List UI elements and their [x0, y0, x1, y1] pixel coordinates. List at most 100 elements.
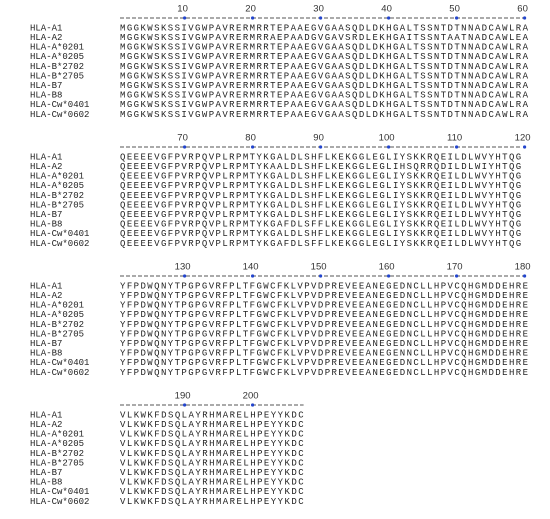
sequence-name: HLA-B7 [30, 210, 62, 220]
sequence: MGGKWSKSSIVGWPAVRERMRRTEPAAEGVGAASQDLDKH… [120, 110, 529, 120]
ruler-number: 20 [245, 4, 256, 15]
sequence: VLKWKFDSQLAYRHMARELHPEYYKDC [120, 420, 304, 430]
sequence: VLKWKFDSQLAYRHMARELHPEYYKDC [120, 449, 304, 459]
sequence-name: HLA-B*2705 [30, 458, 84, 468]
sequence: QEEEEVGFPVRPQVPLRPMTYKGAFDLSFFLKEKGGLEGL… [120, 239, 521, 249]
sequence-name: HLA-Cw*0602 [30, 239, 89, 249]
sequence: QEEEEVGFPVRPQVPLRPMTYKGALDLSHFLKEKGGLEGL… [120, 200, 521, 210]
sequence-name: HLA-B7 [30, 468, 62, 478]
ruler-marker [319, 274, 323, 278]
sequence-name: HLA-Cw*0401 [30, 100, 89, 110]
sequence-name: HLA-A1 [30, 152, 62, 162]
ruler-number: 200 [243, 391, 259, 402]
sequence-name: HLA-Cw*0401 [30, 358, 89, 368]
sequence-name: HLA-B*2702 [30, 62, 84, 72]
sequence: QEEEEVGFPVRPQVPLRPMTYKAALDLSHFLKEKGGLEGL… [120, 162, 521, 172]
ruler-number: 50 [449, 4, 460, 15]
ruler-marker [183, 16, 187, 20]
ruler-number: 190 [175, 391, 191, 402]
ruler-number: 160 [379, 262, 395, 273]
sequence: YFPDWQNYTPGPGVRFPLTFGWCFKLVPVDPREVEEANEG… [120, 310, 528, 320]
sequence: YFPDWQNYTPGPGVRFPLTFGWCFKLVPVDPREVEEANEG… [120, 281, 528, 291]
sequence-name: HLA-A1 [30, 281, 62, 291]
sequence: VLKWKFDSQLAYRHMARELHPEYYKDC [120, 468, 304, 478]
sequence-name: HLA-Cw*0602 [30, 497, 89, 507]
sequence: MGGKWSKSSIVGWPAVRERMRRTEPAAEGVGAASQDLDKH… [120, 62, 529, 72]
sequence: QEEEEVGFPVRPQVPLRPMTYKGALDLSHFLKEKGGLEGL… [120, 191, 521, 201]
sequence-name: HLA-Cw*0401 [30, 229, 89, 239]
ruler-number: 120 [515, 133, 531, 144]
ruler-number: 180 [515, 262, 531, 273]
sequence-name: HLA-B7 [30, 81, 62, 91]
sequence-name: HLA-B*2702 [30, 191, 84, 201]
ruler-marker [251, 274, 255, 278]
ruler-number: 90 [313, 133, 324, 144]
sequence: QEEEEVGFPVRPQVPLRPMTYKGAFDLSFFLKEKGGLEGL… [120, 220, 521, 230]
sequence: YFPDWQNYTPGPGVRFPLTFGWCFKLVPVDPREVEEANEG… [120, 320, 528, 330]
sequence: QEEEEVGFPVRPQVPLRPMTYKGALDLSHFLKEKGGLEGL… [120, 172, 521, 182]
sequence: YFPDWQNYTPGPGVRFPLTFGWCFKLVPVDPREVEEANEG… [120, 358, 528, 368]
sequence-name: HLA-B8 [30, 220, 62, 230]
sequence: YFPDWQNYTPGPGVRFPLTFGWCFKLVPVDPREVEEANEG… [120, 368, 528, 378]
ruler-marker [455, 145, 459, 149]
sequence: MGGKWSKSSIVGWPAVRERMRRTEPAAEGVGAASQDLDKH… [120, 43, 529, 53]
sequence: MGGKWSKSSIVGWPAVRERMRRTEPAAEGVGAASQDLDKH… [120, 52, 529, 62]
sequence: VLKWKFDSQLAYRHMARELHPEYYKDC [120, 410, 304, 420]
sequence-name: HLA-A*0205 [30, 310, 84, 320]
ruler-marker [319, 16, 323, 20]
sequence-name: HLA-A*0201 [30, 172, 84, 182]
sequence: MGGKWSKSSIVGWPAVRERMRRTEPAAEGVGAASQDLDKH… [120, 100, 529, 110]
sequence-name: HLA-A*0205 [30, 439, 84, 449]
sequence: YFPDWQNYTPGPGVRFPLTFGWCFKLVPVDPREVEEANEG… [120, 349, 528, 359]
ruler-marker [251, 403, 255, 407]
ruler-number: 10 [177, 4, 188, 15]
ruler-marker [183, 274, 187, 278]
sequence-name: HLA-B*2705 [30, 329, 84, 339]
sequence-name: HLA-B*2702 [30, 449, 84, 459]
ruler-marker [251, 16, 255, 20]
ruler-marker [387, 274, 391, 278]
ruler-marker [183, 403, 187, 407]
ruler-number: 170 [447, 262, 463, 273]
sequence: QEEEEVGFPVRPQVPLRPMTYKGALDLSHFLKEKGGLEGL… [120, 152, 521, 162]
sequence-name: HLA-A2 [30, 291, 62, 301]
ruler-marker [387, 16, 391, 20]
sequence-name: HLA-B7 [30, 339, 62, 349]
sequence-name: HLA-A*0201 [30, 430, 84, 440]
sequence: VLKWKFDSQLAYRHMARELHPEYYKDC [120, 497, 304, 507]
sequence-name: HLA-A*0201 [30, 43, 84, 53]
ruler-marker [523, 16, 527, 20]
sequence: MGGKWSKSSIVGWPAVRERMRRTEPAAEGVGAASQDLDKH… [120, 71, 529, 81]
ruler-number: 80 [245, 133, 256, 144]
sequence: YFPDWQNYTPGPGVRFPLTFGWCFKLVPVDPREVEEANEG… [120, 291, 528, 301]
ruler-number: 150 [311, 262, 327, 273]
sequence: VLKWKFDSQLAYRHMARELHPEYYKDC [120, 439, 304, 449]
sequence-name: HLA-Cw*0602 [30, 110, 89, 120]
ruler-marker [183, 145, 187, 149]
sequence: YFPDWQNYTPGPGVRFPLTFGWCFKLVPVDPREVEEANEG… [120, 301, 528, 311]
sequence: MGGKWSKSSIVGWPAVRERMRRAEPAADGVGAVSRDLEKH… [120, 33, 529, 43]
sequence-name: HLA-Cw*0401 [30, 487, 89, 497]
sequence: VLKWKFDSQLAYRHMARELHPEYYKDC [120, 487, 304, 497]
ruler-marker [455, 16, 459, 20]
sequence-name: HLA-B*2705 [30, 71, 84, 81]
sequence: VLKWKFDSQLAYRHMARELHPEYYKDC [120, 458, 304, 468]
sequence-name: HLA-A2 [30, 162, 62, 172]
sequence: MGGKWSKSSIVGWPAVRERMRRTEPAAEGVGAASQDLDKH… [120, 81, 529, 91]
sequence-name: HLA-A*0205 [30, 52, 84, 62]
ruler-marker [251, 145, 255, 149]
sequence: QEEEEVGFPVRPQVPLRPMTYKGALDLSHFLKEKGGLEGL… [120, 229, 521, 239]
sequence: YFPDWQNYTPGPGVRFPLTFGWCFKLVPVDPREVEEANEG… [120, 339, 528, 349]
ruler-number: 140 [243, 262, 259, 273]
ruler-number: 110 [447, 133, 462, 144]
ruler-marker [523, 274, 527, 278]
ruler-marker [523, 145, 527, 149]
sequence-name: HLA-A1 [30, 23, 62, 33]
ruler-number: 70 [177, 133, 188, 144]
ruler-marker [319, 145, 323, 149]
sequence: QEEEEVGFPVRPQVPLRPMTYKGALDLSHFLKEKGGLEGL… [120, 181, 521, 191]
sequence-name: HLA-B8 [30, 349, 62, 359]
sequence: MGGKWSKSSIVGWPAVRERMRRTEPAAEGVGAASQDLDKH… [120, 23, 529, 33]
sequence: YFPDWQNYTPGPGVRFPLTFGWCFKLVPVDPREVEEANEG… [120, 329, 528, 339]
sequence-name: HLA-B8 [30, 91, 62, 101]
